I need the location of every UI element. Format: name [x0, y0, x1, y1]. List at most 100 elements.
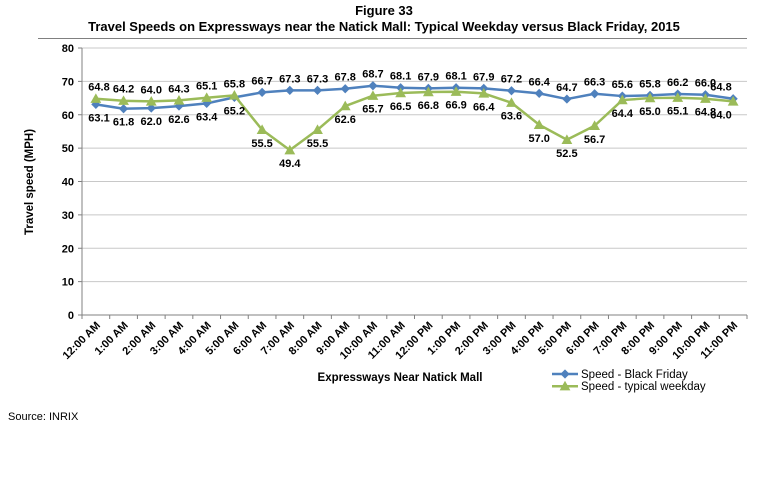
data-label: 52.5 [556, 148, 577, 160]
triangle-marker [118, 95, 129, 105]
triangle-marker [312, 124, 323, 134]
diamond-marker [590, 89, 600, 99]
y-tick-label: 0 [68, 310, 74, 322]
data-label: 55.5 [307, 138, 328, 150]
triangle-marker [478, 87, 490, 98]
y-tick-label: 20 [62, 243, 74, 255]
x-axis-tick-labels: 12:00 AM1:00 AM2:00 AM3:00 AM4:00 AM5:00… [61, 320, 741, 362]
triangle-marker [201, 92, 213, 102]
triangle-marker [561, 134, 573, 144]
data-label: 63.4 [196, 111, 218, 123]
data-label: 64.8 [695, 107, 716, 119]
triangle-marker [727, 96, 739, 106]
data-label: 67.9 [418, 71, 439, 83]
data-series [90, 81, 739, 155]
y-tick-label: 60 [62, 110, 74, 122]
data-label: 64.8 [710, 82, 731, 94]
data-label: 64.8 [88, 82, 109, 94]
figure-number: Figure 33 [355, 3, 413, 18]
data-label: 68.7 [362, 69, 383, 81]
diamond-marker [257, 87, 267, 97]
data-label: 65.8 [639, 78, 660, 90]
data-label: 66.3 [584, 77, 605, 89]
triangle-marker [450, 86, 462, 96]
data-label: 66.4 [528, 76, 550, 88]
data-label: 64.7 [556, 82, 577, 94]
triangle-marker [422, 86, 434, 97]
triangle-marker [644, 92, 656, 103]
diamond-marker [312, 85, 323, 95]
data-label: 63.6 [501, 111, 522, 123]
data-label: 64.4 [612, 108, 634, 120]
data-label: 65.1 [196, 81, 217, 93]
y-tick-label: 10 [62, 277, 74, 289]
series-line [95, 84, 734, 110]
y-tick-label: 30 [62, 210, 74, 222]
diamond-marker [534, 88, 544, 98]
triangle-marker [256, 124, 268, 134]
axes [78, 47, 748, 319]
data-label: 62.0 [141, 116, 162, 128]
diamond-marker [560, 369, 570, 379]
data-label: 65.0 [639, 106, 660, 118]
data-label: 65.7 [362, 104, 383, 116]
data-label: 68.1 [445, 71, 466, 83]
triangle-marker [367, 90, 379, 100]
data-label: 65.2 [224, 105, 245, 117]
triangle-marker [284, 144, 296, 155]
triangle-marker [533, 119, 545, 129]
triangle-marker [173, 94, 185, 105]
data-label: 65.1 [667, 106, 688, 118]
triangle-marker [700, 93, 711, 103]
legend-label: Speed - typical weekday [581, 381, 706, 393]
x-axis-title: Expressways Near Natick Mall [318, 372, 483, 384]
data-label: 66.4 [473, 101, 495, 113]
data-label: 61.8 [113, 117, 134, 129]
data-label: 67.2 [501, 74, 522, 86]
y-tick-label: 50 [62, 143, 74, 155]
diamond-marker [368, 81, 378, 91]
data-label: 55.5 [251, 138, 272, 150]
triangle-marker [559, 380, 571, 391]
legend-item: Speed - Black Friday [552, 369, 688, 381]
diamond-marker [285, 85, 295, 95]
data-label: 66.5 [390, 101, 411, 113]
data-label: 57.0 [528, 133, 549, 145]
triangle-marker [589, 120, 601, 130]
y-tick-label: 70 [62, 76, 74, 88]
y-tick-label: 40 [62, 177, 74, 189]
data-label: 68.1 [390, 71, 411, 83]
data-label: 64.3 [168, 83, 189, 95]
legend-label: Speed - Black Friday [581, 369, 688, 381]
data-point-labels: 63.1 61.8 62.0 62.6 63.4 65.2 66.7 67.3 67.3 67.8… [88, 69, 731, 170]
data-label: 66.2 [667, 77, 688, 89]
data-label: 56.7 [584, 134, 605, 146]
data-label: 64.2 [113, 84, 134, 96]
triangle-marker [672, 92, 684, 102]
diamond-marker [562, 94, 572, 104]
diamond-marker [118, 104, 129, 114]
diamond-marker [340, 84, 350, 94]
data-label: 67.9 [473, 71, 494, 83]
y-tick-label: 80 [62, 43, 74, 55]
data-label: 64.0 [141, 84, 162, 96]
legend-item: Speed - typical weekday [552, 380, 706, 393]
data-label: 67.3 [279, 73, 300, 85]
diamond-marker [506, 86, 517, 96]
triangle-marker [339, 100, 351, 111]
x-tick-label: 12:00 AM [61, 320, 103, 362]
triangle-marker [395, 87, 407, 98]
triangle-marker [90, 93, 102, 103]
triangle-marker [145, 96, 157, 106]
y-axis-title: Travel speed (MPH) [24, 129, 36, 235]
source-note: Source: INRIX [8, 411, 79, 423]
chart-title: Travel Speeds on Expressways near the Na… [88, 19, 680, 34]
gridlines [82, 47, 747, 283]
data-label: 64.0 [710, 109, 731, 121]
data-label: 66.0 [695, 78, 716, 90]
diamond-marker [146, 103, 156, 113]
data-label: 62.6 [168, 114, 189, 126]
